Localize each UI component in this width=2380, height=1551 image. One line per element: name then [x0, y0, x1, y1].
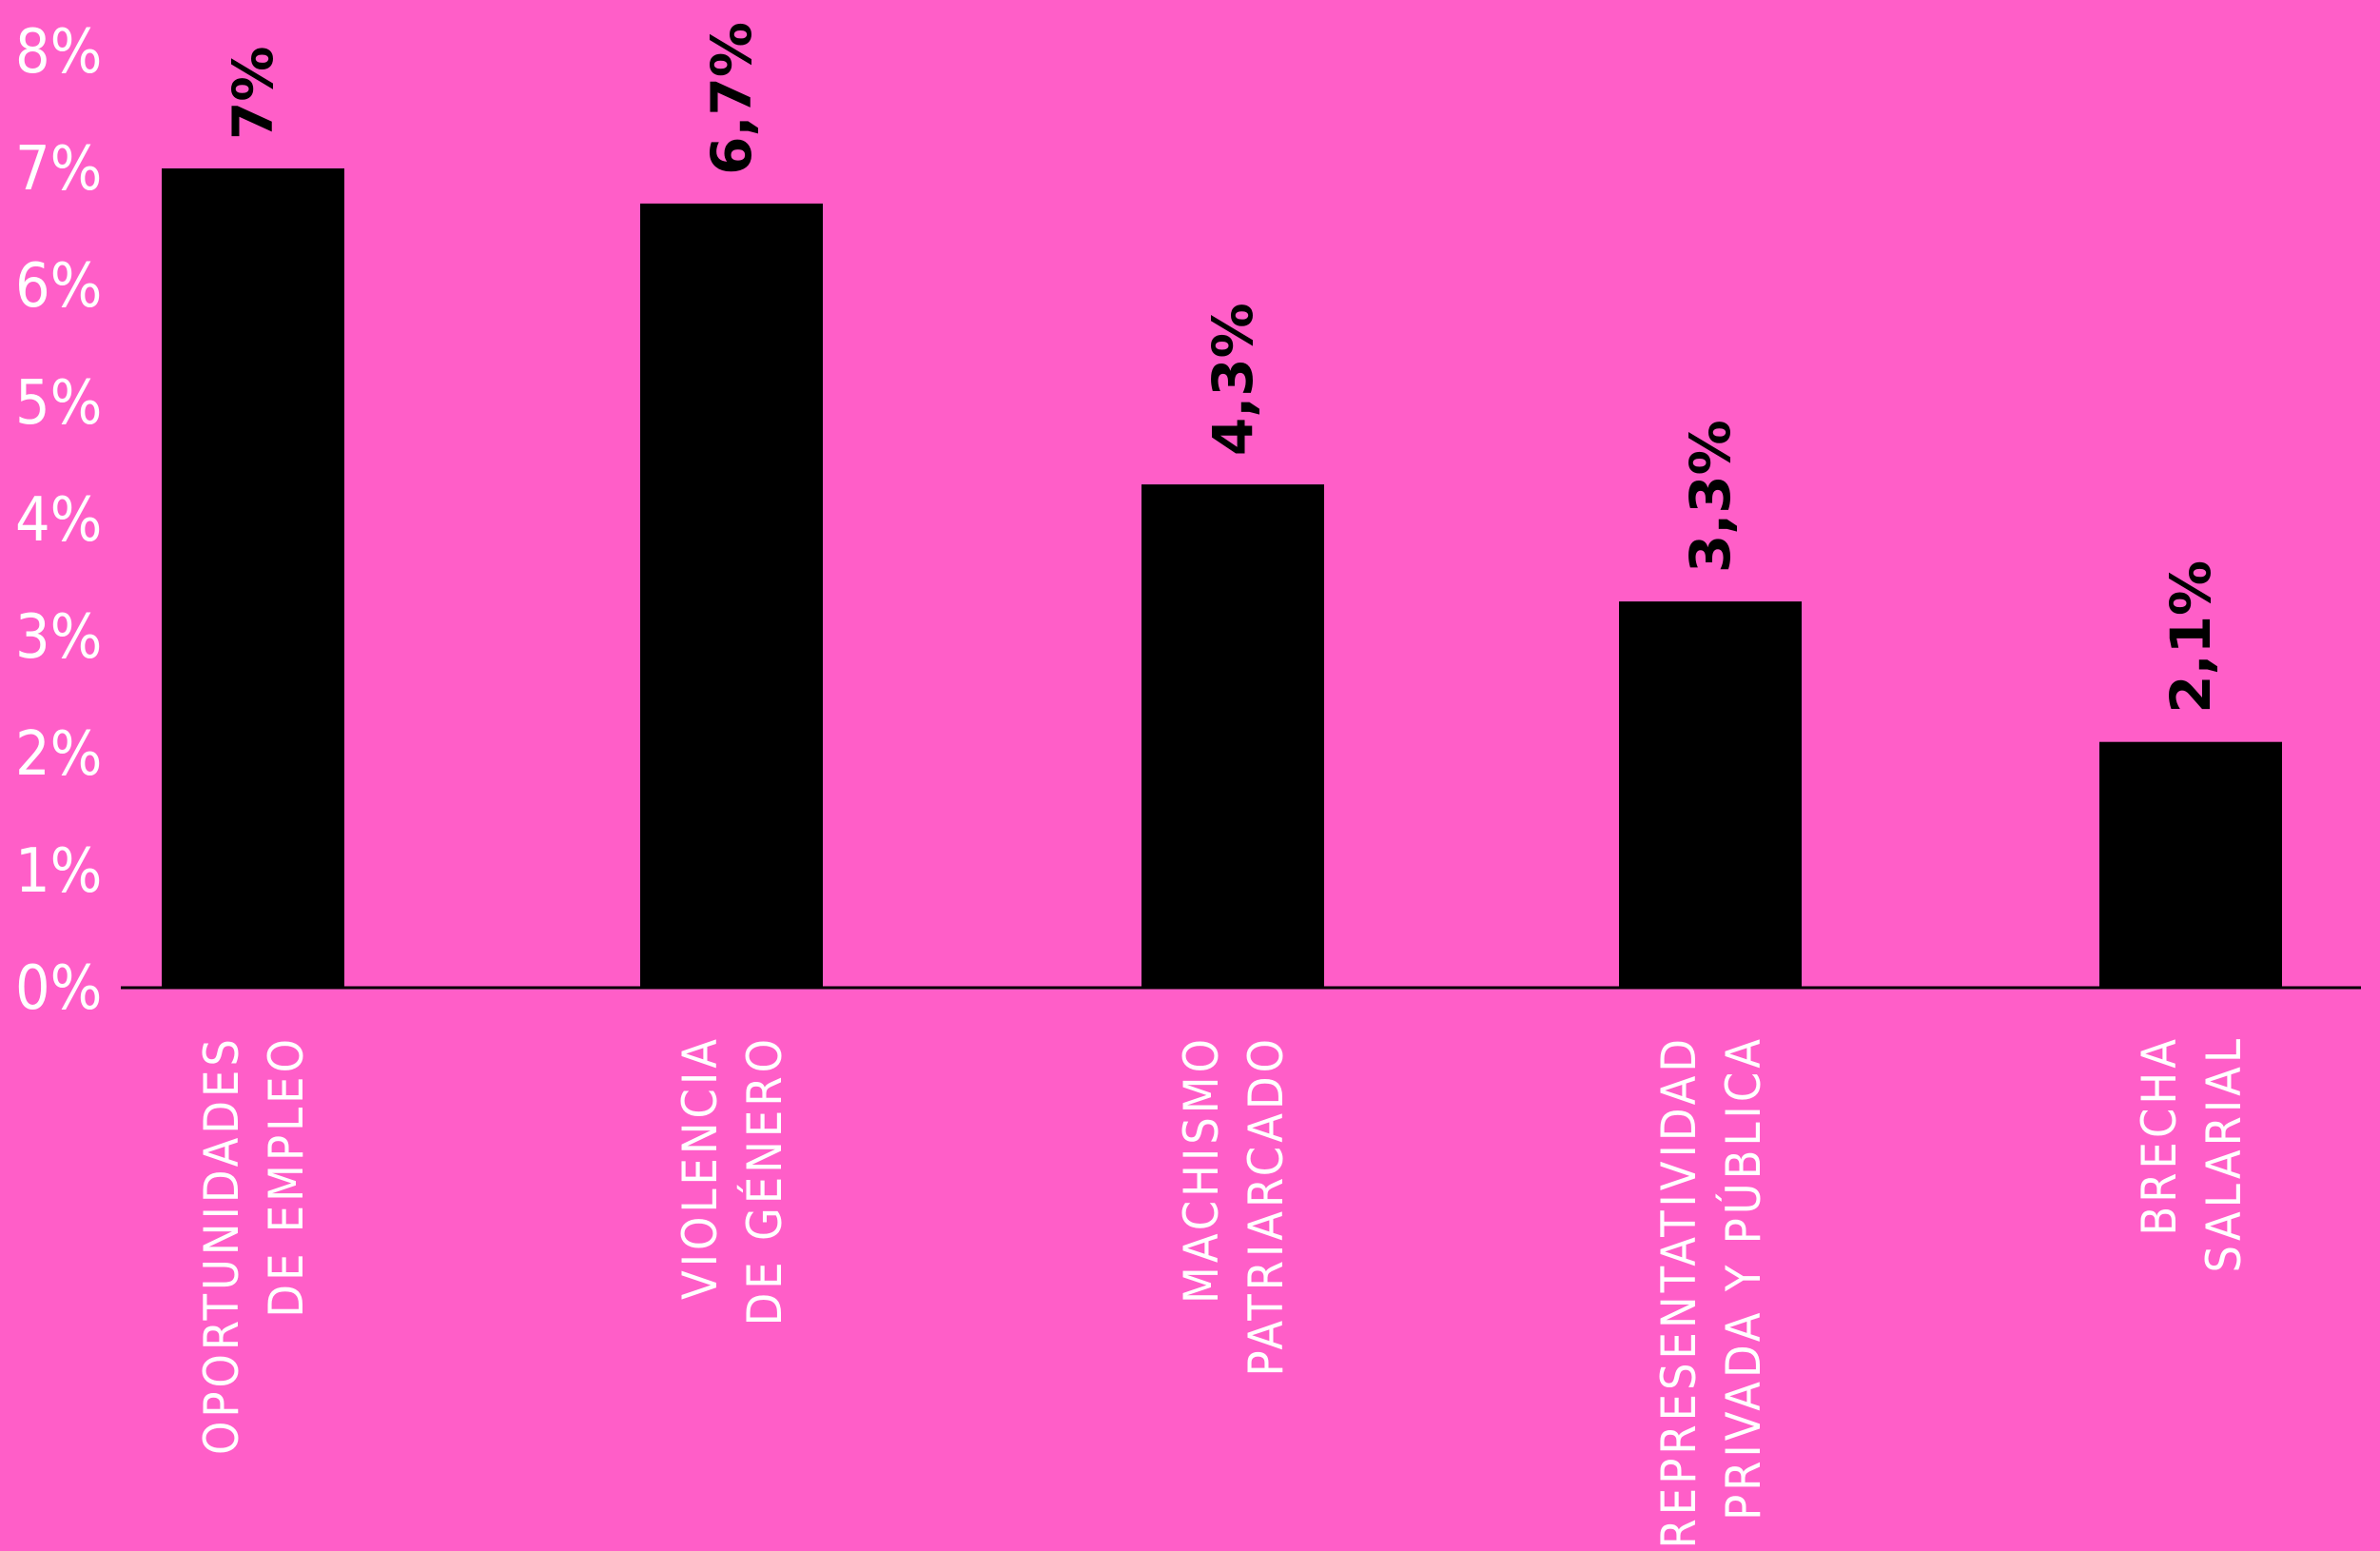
- bar: [640, 203, 823, 988]
- y-tick-label: 3%: [15, 602, 102, 673]
- category-label: PRIVADA Y PÚBLICA: [1715, 1035, 1771, 1521]
- y-tick-label: 7%: [15, 134, 102, 205]
- bar: [1141, 484, 1324, 989]
- value-label: 4,3%: [1200, 303, 1265, 456]
- y-tick-label: 1%: [15, 836, 102, 907]
- category-label: MACHISMO: [1174, 1035, 1229, 1304]
- category-label: DE GÉNERO: [736, 1035, 792, 1325]
- bar: [162, 168, 344, 988]
- value-label: 2,1%: [2158, 560, 2223, 714]
- y-tick-label: 4%: [15, 485, 102, 556]
- y-tick-label: 0%: [15, 953, 102, 1024]
- y-tick-label: 6%: [15, 251, 102, 322]
- category-label: OPORTUNIDADES: [194, 1035, 249, 1455]
- value-label: 6,7%: [699, 22, 764, 175]
- bar: [1619, 601, 1802, 988]
- category-label: PATRIARCADO: [1239, 1035, 1294, 1377]
- category-label: REPRESENTATIVIDAD: [1651, 1035, 1707, 1548]
- y-tick-label: 5%: [15, 368, 102, 439]
- category-label: DE EMPLEO: [259, 1035, 314, 1318]
- category-label: BRECHA: [2132, 1035, 2187, 1236]
- value-label: 7%: [221, 47, 285, 140]
- category-label: VIOLENCIA: [673, 1035, 728, 1300]
- category-label: SALARIAL: [2196, 1035, 2252, 1273]
- y-tick-label: 2%: [15, 719, 102, 790]
- bar: [2099, 741, 2282, 988]
- value-label: 3,3%: [1678, 420, 1743, 573]
- y-tick-label: 8%: [15, 17, 102, 88]
